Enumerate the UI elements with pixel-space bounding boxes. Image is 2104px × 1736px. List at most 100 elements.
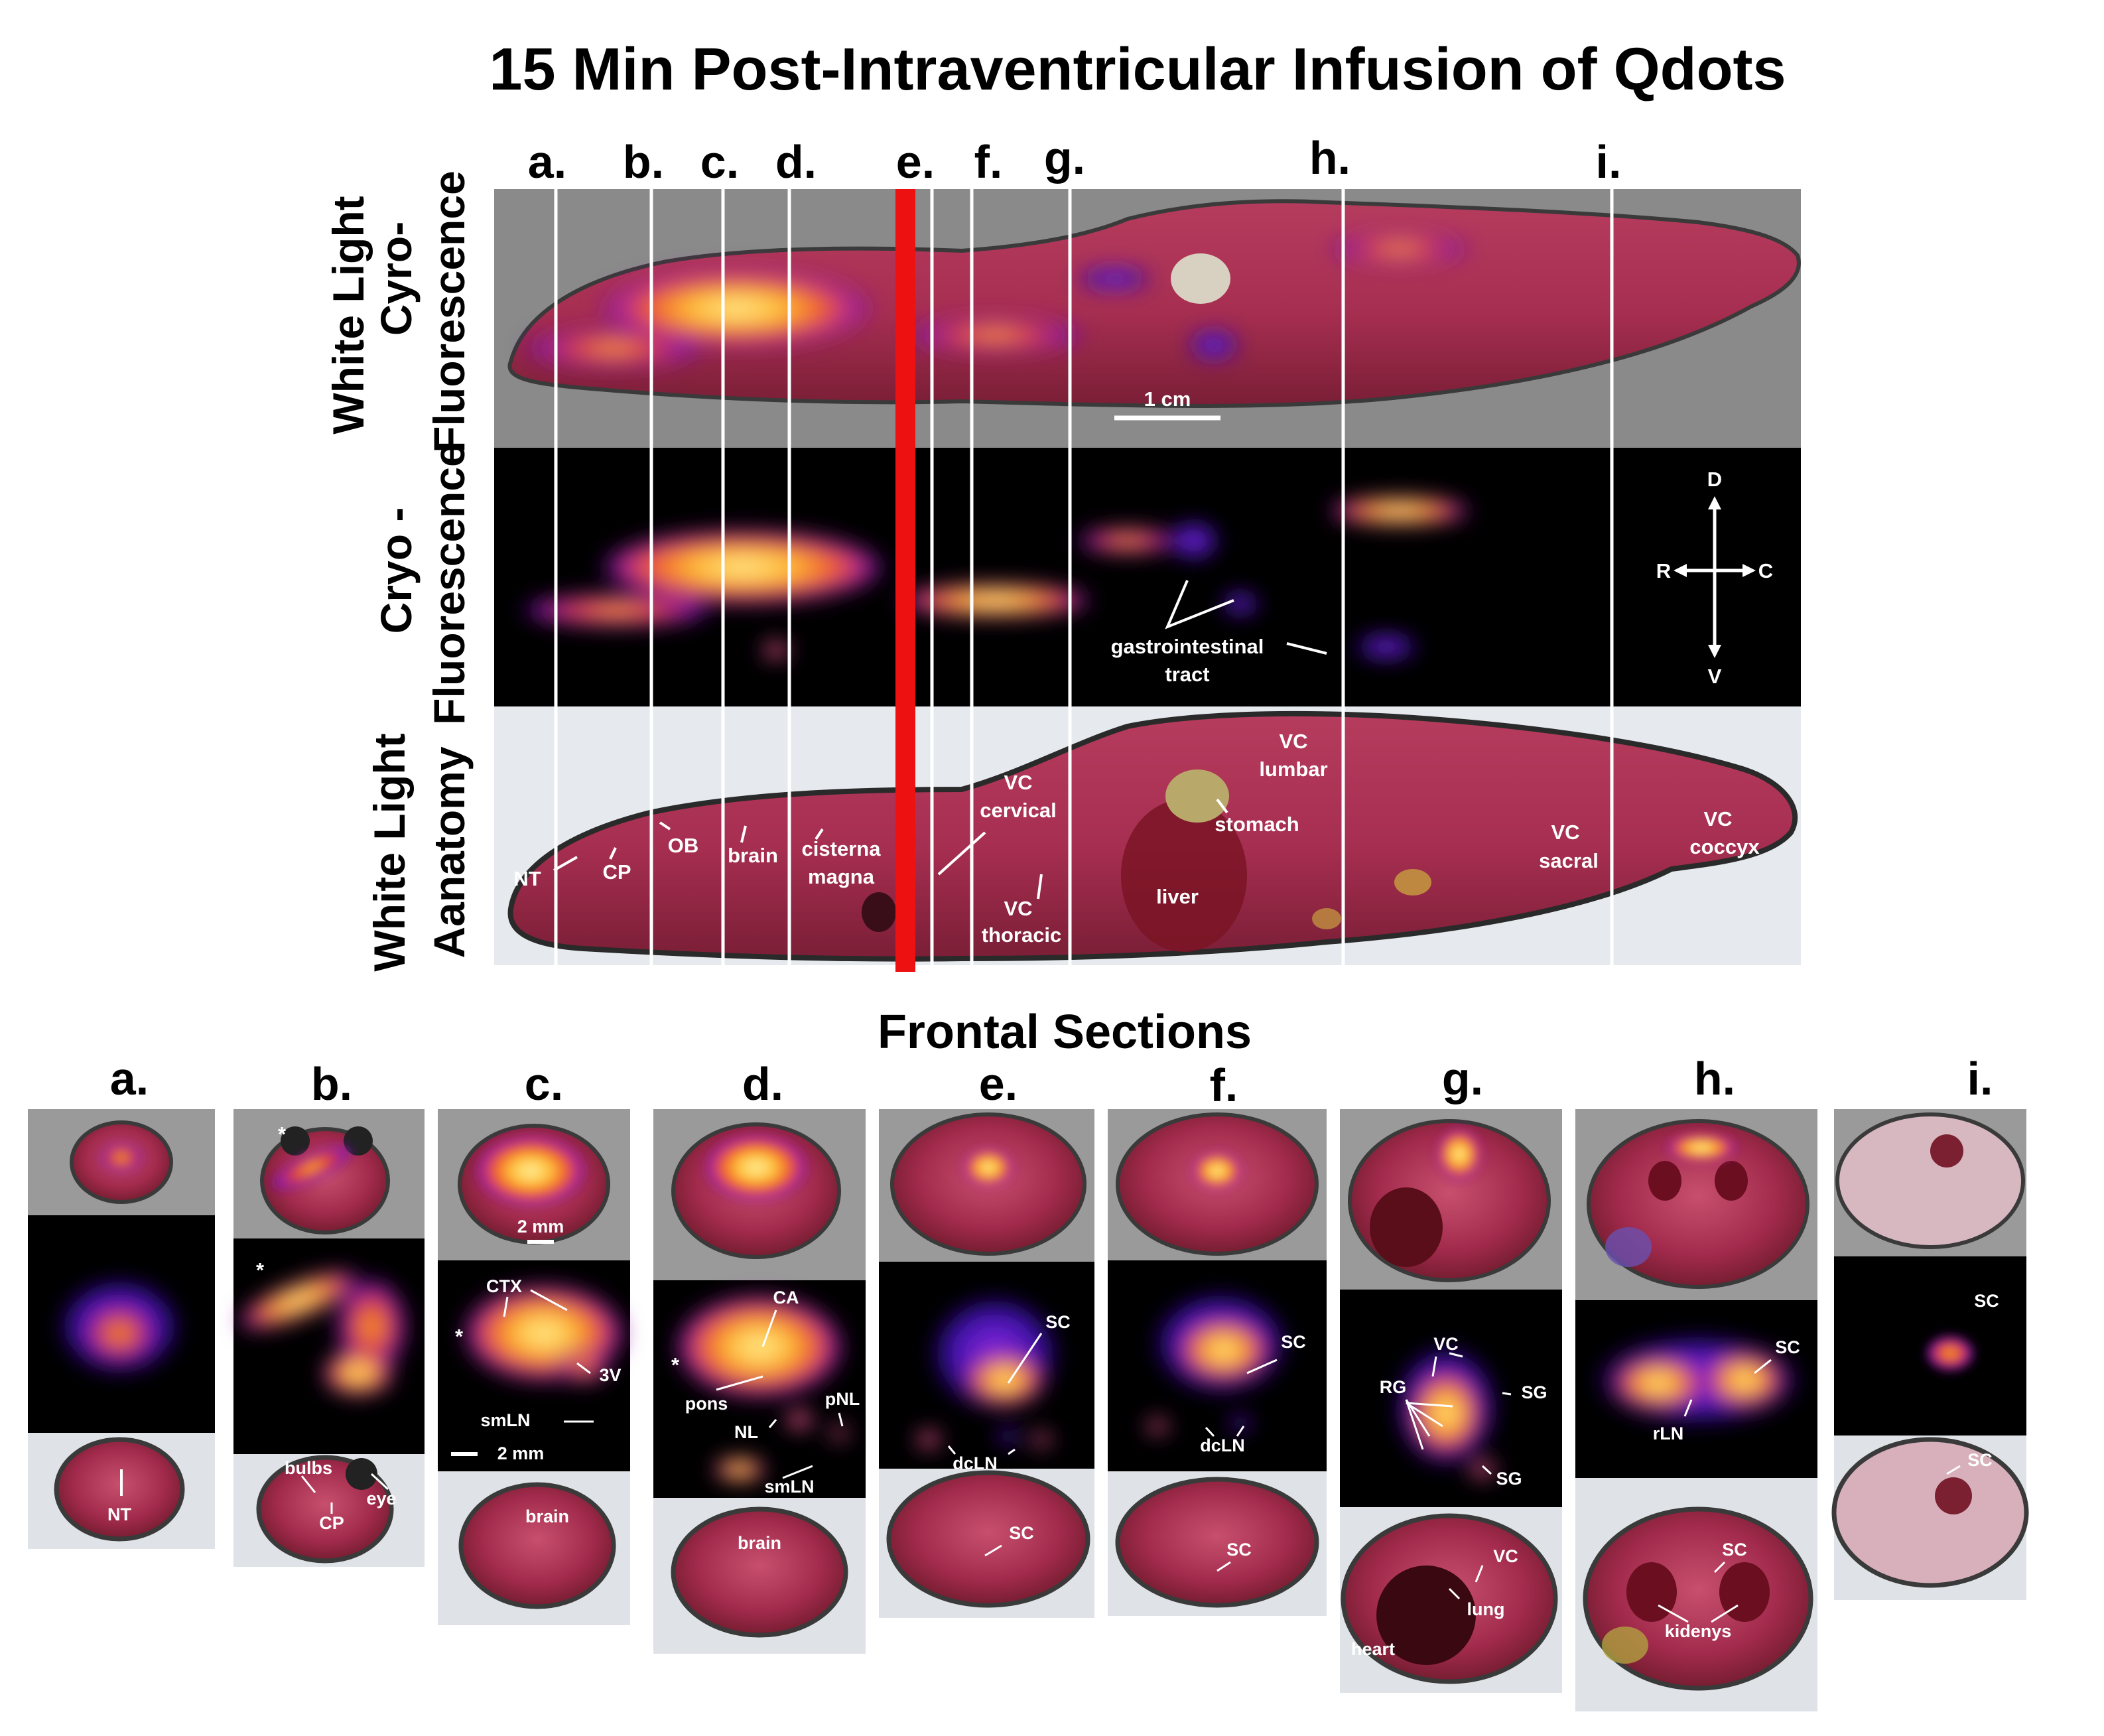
row-label-fluor-line1: Cryo - xyxy=(371,507,421,634)
frontal-letter-d: d. xyxy=(742,1058,783,1110)
label-cisterna-1: cisterna xyxy=(802,837,882,860)
label-cisterna-2: magna xyxy=(808,865,875,888)
frontal-c-brain: brain xyxy=(525,1506,569,1526)
frontal-d-ca: CA xyxy=(773,1288,799,1307)
frontal-letter-f: f. xyxy=(1210,1059,1238,1111)
row-label-anatomy-line1: White Light xyxy=(365,733,414,971)
frontal-letter-e: e. xyxy=(979,1058,1018,1110)
frontal-column-c: 2 mm CTX * 3V smLN 2 mm brain xyxy=(438,1109,630,1625)
frontal-b-bulbs: bulbs xyxy=(285,1458,332,1478)
frontal-b-cp: CP xyxy=(319,1513,344,1533)
orientation-c: C xyxy=(1758,559,1773,582)
frontal-c-scale-top: 2 mm xyxy=(517,1217,564,1236)
row-label-overlay-line3: Fluorescence xyxy=(425,170,474,453)
col-letter-e: e. xyxy=(896,136,935,188)
label-nt: NT xyxy=(513,867,541,890)
frontal-g-vc2: VC xyxy=(1493,1546,1518,1566)
frontal-g-heart: heart xyxy=(1351,1639,1395,1659)
frontal-letter-i: i. xyxy=(1967,1053,1993,1104)
frontal-letter-a: a. xyxy=(110,1053,149,1104)
figure-title: 15 Min Post-Intraventricular Infusion of… xyxy=(489,36,1786,103)
label-vc-thoracic-2: thoracic xyxy=(982,923,1062,947)
row-label-anatomy-line2: Aanatomy xyxy=(425,746,474,958)
frontal-h-sc: SC xyxy=(1775,1337,1800,1357)
col-letter-i: i. xyxy=(1596,136,1622,188)
frontal-g-vc: VC xyxy=(1433,1334,1459,1354)
frontal-h-sc2: SC xyxy=(1722,1540,1747,1560)
frontal-c-ctx: CTX xyxy=(486,1276,522,1296)
label-vc-sacral-1: VC xyxy=(1551,821,1579,844)
frontal-column-f: SC dcLN SC xyxy=(1108,1109,1327,1616)
frontal-d-pnl: pNL xyxy=(825,1389,860,1409)
orientation-v: V xyxy=(1708,665,1722,688)
label-vc-thoracic-1: VC xyxy=(1004,897,1032,920)
label-gi-line2: tract xyxy=(1165,663,1209,686)
row-label-overlay-line2: Cyro- xyxy=(371,222,421,336)
frontal-column-i: SC SC xyxy=(1831,1109,2029,1600)
frontal-e-sc2: SC xyxy=(1009,1523,1034,1543)
label-liver: liver xyxy=(1156,885,1199,908)
frontal-d-nl: NL xyxy=(734,1422,758,1442)
label-vc-coccyx-1: VC xyxy=(1703,807,1732,831)
frontal-letter-g: g. xyxy=(1442,1053,1483,1104)
frontal-i-sc2: SC xyxy=(1967,1450,1993,1470)
col-letter-h: h. xyxy=(1309,132,1350,184)
frontal-h-kidneys: kidenys xyxy=(1665,1621,1732,1641)
frontal-column-b: * * bulbs eye CP xyxy=(233,1109,425,1567)
row-label-fluor: Cryo - Fluorescence xyxy=(371,442,474,725)
frontal-g-lung: lung xyxy=(1467,1599,1505,1619)
frontal-column-a: NT xyxy=(28,1109,215,1549)
sagittal-overlay-panel: 1 cm xyxy=(494,189,1801,448)
frontal-g-sg2: SG xyxy=(1496,1469,1522,1489)
sagittal-anatomy-panel: NT CP OB brain cisterna magna VC cervica… xyxy=(494,706,1801,965)
label-cp: CP xyxy=(602,860,631,884)
frontal-d-smln: smLN xyxy=(764,1477,814,1497)
orientation-d: D xyxy=(1707,468,1722,491)
cut-marker-red xyxy=(895,189,915,972)
row-label-overlay-line1: White Light xyxy=(324,196,373,434)
frontal-a-nt: NT xyxy=(107,1504,131,1524)
frontal-h-rln: rLN xyxy=(1653,1424,1684,1443)
orientation-cross: D V R C xyxy=(1656,468,1773,688)
col-letter-d: d. xyxy=(775,136,817,188)
frontal-d-star: * xyxy=(671,1353,680,1376)
frontal-letter-c: c. xyxy=(525,1058,563,1110)
row-label-overlay: White Light Cyro- Fluorescence xyxy=(324,170,474,453)
frontal-b-star-mid: * xyxy=(256,1258,265,1282)
sagittal-fluor-panel: gastrointestinal tract D V R C xyxy=(494,448,1801,706)
frontal-c-smln: smLN xyxy=(480,1410,530,1430)
label-vc-cervical-2: cervical xyxy=(980,799,1057,822)
frontal-g-rg: RG xyxy=(1380,1377,1407,1397)
frontal-column-e: SC dcLN SC xyxy=(879,1109,1094,1618)
label-vc-cervical-1: VC xyxy=(1004,771,1032,794)
frontal-column-g: VC RG SG SG VC lung heart xyxy=(1340,1109,1562,1693)
frontal-column-h: SC rLN SC kidenys xyxy=(1575,1109,1817,1711)
label-stomach: stomach xyxy=(1215,813,1299,836)
label-brain: brain xyxy=(728,844,778,867)
frontal-b-eye: eye xyxy=(366,1489,396,1508)
section-guide-lines xyxy=(554,189,1614,972)
frontal-f-sc: SC xyxy=(1281,1332,1306,1352)
frontal-c-star: * xyxy=(455,1325,464,1348)
row-label-anatomy: White Light Aanatomy xyxy=(365,733,474,971)
frontal-b-star-top: * xyxy=(278,1122,287,1146)
col-letter-g: g. xyxy=(1044,132,1085,184)
col-letter-c: c. xyxy=(700,136,739,188)
frontal-d-pons: pons xyxy=(685,1394,728,1414)
frontal-i-sc: SC xyxy=(1974,1291,1999,1311)
frontal-heading: Frontal Sections xyxy=(878,1006,1252,1059)
frontal-f-sc2: SC xyxy=(1226,1540,1252,1560)
frontal-letter-h: h. xyxy=(1694,1053,1735,1104)
frontal-e-sc: SC xyxy=(1045,1312,1071,1332)
label-vc-lumbar-2: lumbar xyxy=(1259,758,1327,781)
col-letter-f: f. xyxy=(974,136,1003,188)
col-letter-b: b. xyxy=(623,136,664,188)
orientation-r: R xyxy=(1656,559,1671,582)
frontal-f-dcln: dcLN xyxy=(1200,1436,1245,1455)
frontal-letter-b: b. xyxy=(311,1058,352,1110)
sagittal-column-letters: a. b. c. d. e. f. g. h. i. xyxy=(528,132,1622,188)
label-gi-line1: gastrointestinal xyxy=(1111,635,1264,658)
label-ob: OB xyxy=(668,834,699,857)
label-vc-sacral-2: sacral xyxy=(1539,849,1599,872)
